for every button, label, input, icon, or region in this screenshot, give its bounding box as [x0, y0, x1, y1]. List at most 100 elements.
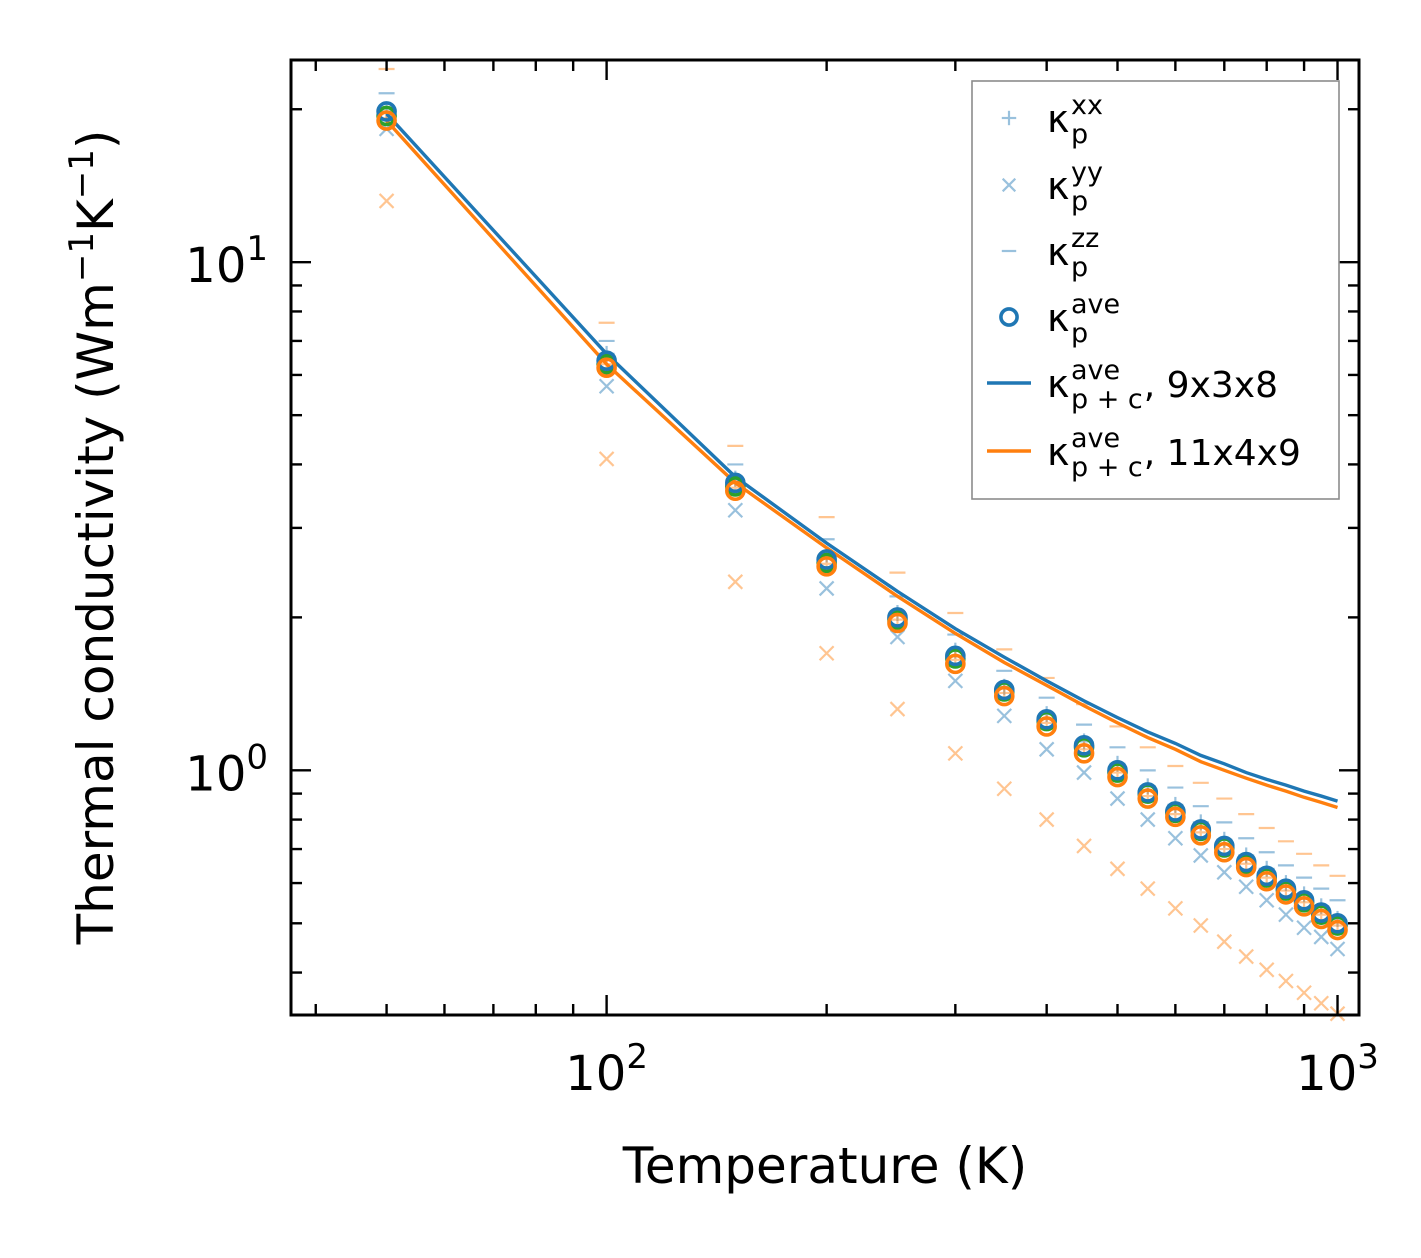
series-11x4x9-kappa_p_yy-point: [1313, 995, 1330, 1012]
series-9x3x8-kappa_p_yy-point: [1258, 892, 1275, 909]
legend-marker-swatch: [999, 307, 1019, 327]
series-11x4x9-kappa_p_yy-point: [378, 193, 395, 209]
series-11x4x9-kappa_p_yy-point: [1278, 973, 1294, 989]
y-axis-label-close: ): [67, 130, 125, 150]
legend-entry: κ zzp: [1001, 223, 1099, 283]
series-9x3x8-kappa_p_yy-point: [996, 708, 1013, 724]
series-9x3x8-kappa_p_ave-point: [945, 645, 966, 667]
legend-suffix: , 9x3x8: [1144, 365, 1278, 406]
series-11x4x9-kappa_p_ave-point: [945, 653, 966, 675]
series-11x4x9-kappa_p_ave-point: [1073, 743, 1095, 764]
series-9x3x8-kappa_p_ave-point: [1036, 709, 1057, 730]
legend-kappa-symbol: κ: [1047, 362, 1069, 406]
series-9x3x8-kappa_p_yy-point: [598, 378, 615, 395]
legend-subscript: p: [1071, 252, 1088, 283]
y-axis-label-k: K: [67, 198, 125, 232]
series-9x3x8-kappa_p_yy-point: [818, 580, 835, 597]
series-11x4x9-kappa_p_ave-point: [1256, 870, 1277, 892]
series-9x3x8-kappa_p_ave-point: [1137, 782, 1159, 803]
series-9x3x8-kappa_p_yy-point: [1109, 790, 1126, 807]
legend-superscript: zz: [1071, 223, 1099, 254]
series-11x4x9-kappa_p_ave-point: [993, 685, 1015, 707]
y-axis-label-sup2: −1: [62, 149, 102, 199]
series-11x4x9-kappa_p_yy-point: [1193, 917, 1209, 934]
x-tick-label: 102: [565, 1037, 648, 1102]
legend-subscript: p + c: [1071, 384, 1143, 415]
series-9x3x8-kappa_p_ave-point: [816, 549, 837, 570]
series-11x4x9-kappa_p_yy-point: [1076, 838, 1092, 854]
series-9x3x8-kappa_p_yy-point: [889, 629, 906, 645]
x-tick-label: 103: [1296, 1037, 1379, 1102]
legend-kappa-symbol: κ: [1047, 164, 1069, 208]
series-11x4x9-kappa_p_yy-point: [598, 451, 615, 467]
series-11x4x9-kappa_p_zz: [378, 67, 1346, 877]
series-9x3x8-kappa_p_ave-point: [1190, 819, 1212, 840]
series-9x3x8-kappa_p_yy-point: [1193, 847, 1209, 864]
x-tick-label-exponent: 2: [626, 1037, 648, 1077]
series-11x4x9-kappa_p_yy-point: [889, 701, 906, 717]
legend-marker-swatch: [1001, 177, 1017, 193]
series-11x4x9-kappa_p_ave-point: [1190, 825, 1212, 846]
series-11x4x9-kappa_p_ave-point: [1327, 919, 1348, 941]
series-9x3x8-kappa_p_ave-point: [1073, 735, 1095, 756]
series-11x4x9-kappa_p_yy-point: [1167, 900, 1184, 917]
series-9x3x8-kappa_p_ave-point: [1293, 889, 1315, 911]
series-11x4x9-kappa_p_ave-point: [1310, 908, 1332, 930]
plot-area-frame: [289, 58, 1361, 1017]
legend-subscript: p: [1071, 186, 1088, 217]
legend-superscript: xx: [1071, 90, 1103, 121]
legend-superscript: yy: [1071, 157, 1103, 188]
series-11x4x9-kappa_p_ave-point: [887, 612, 908, 634]
series-9x3x8-kappa_p_ave-point: [993, 679, 1015, 701]
series-9x3x8-kappa_p_yy-point: [1076, 764, 1092, 781]
y-tick-label: 100: [185, 737, 268, 802]
series-9x3x8-kappa_p+c_ave-line: [385, 112, 1339, 803]
series-9x3x8-kappa_p_ave-point: [1107, 760, 1128, 781]
series-9x3x8-kappa_p_yy-point: [1313, 929, 1330, 945]
legend-kappa-symbol: κ: [1047, 230, 1069, 274]
legend-entry: κ xxp: [1001, 90, 1103, 150]
y-axis-label-sup1: −1: [62, 232, 102, 282]
series-11x4x9-kappa_p_ave-point: [1293, 896, 1315, 917]
x-tick-label-base: 10: [565, 1046, 626, 1102]
series-11x4x9-kappa_p_ave-point: [1235, 856, 1257, 878]
series-9x3x8-kappa_p_yy-point: [947, 673, 964, 689]
series-9x3x8-kappa_p_ave-point: [1310, 902, 1332, 923]
series-11x4x9-kappa_p_ave-point: [1275, 884, 1297, 905]
series-11x4x9-kappa_p+c_ave-line: [385, 119, 1339, 810]
series-11x4x9-kappa_p_yy-point: [1109, 861, 1126, 877]
x-axis-label: Temperature (K): [622, 1137, 1027, 1195]
series-9x3x8-kappa_p_ave-point: [725, 472, 746, 494]
axes-frame: [289, 58, 1361, 1017]
series-11x4x9-kappa_p_yy-point: [1139, 880, 1156, 897]
series-11x4x9-kappa_p_yy-point: [1258, 962, 1275, 978]
series-11x4x9-kappa_p_ave-point: [1137, 788, 1159, 809]
series-11x4x9-kappa_p_ave-point: [376, 110, 397, 131]
series-9x3x8-kappa_p_yy-point: [1038, 741, 1055, 758]
legend-suffix: , 11x4x9: [1144, 433, 1301, 474]
series-11x4x9-kappa_p_ave-point: [596, 357, 617, 378]
legend-kappa-symbol: κ: [1047, 430, 1069, 474]
series-9x3x8-kappa_p_yy-point: [1167, 830, 1184, 847]
series-11x4x9-kappa_p_ave: [376, 110, 1348, 941]
legend-kappa-symbol: κ: [1047, 97, 1069, 141]
y-axis-label-main: Thermal conductivity (Wm: [67, 282, 125, 945]
series-11x4x9-kappa_p_ave-point: [1107, 766, 1128, 788]
legend-entry: κ yyp: [1001, 157, 1103, 217]
legend-box: [971, 80, 1340, 500]
legend-superscript: ave: [1071, 289, 1120, 320]
legend-marker-swatch: [1001, 110, 1017, 126]
y-tick-label-base: 10: [185, 238, 246, 294]
legend-superscript: ave: [1071, 423, 1120, 454]
legend-subscript: p: [1071, 119, 1088, 150]
series-11x4x9-kappa_p_yy-point: [1238, 948, 1254, 965]
series-11x4x9-kappa_p_yy-point: [1296, 984, 1312, 1001]
y-axis-label: Thermal conductivity (Wm−1K−1): [62, 130, 125, 946]
series-11x4x9-kappa_p_yy-point: [818, 645, 835, 662]
